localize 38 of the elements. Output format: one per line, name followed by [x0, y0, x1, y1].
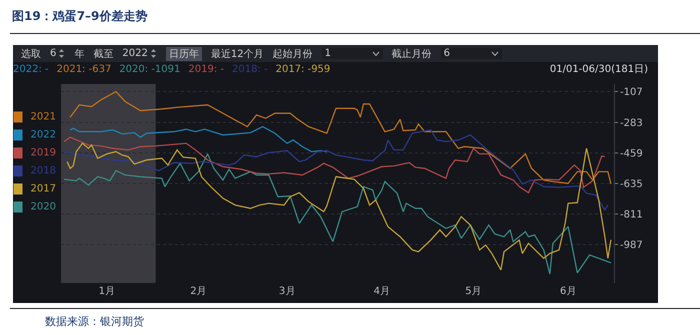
legend-label: 2021: [30, 112, 56, 122]
y-tick-label: -459: [620, 148, 643, 160]
source-note: 数据来源：银河期货: [45, 314, 144, 329]
x-tick-label: 6月: [560, 286, 576, 297]
x-tick-label: 3月: [278, 286, 296, 297]
y-tick-label: -283: [620, 118, 643, 129]
legend-label: 2020: [30, 202, 56, 212]
text: 6: [50, 48, 56, 59]
legend-label: 2018: [30, 166, 56, 176]
x-tick-label: 4月: [374, 286, 390, 297]
x-tick-label: 1月: [98, 286, 116, 297]
legend-label: 2019: [30, 148, 56, 158]
text: 截止月份: [392, 48, 432, 60]
y-tick-label: -987: [620, 240, 643, 252]
text: 2019: -: [188, 64, 224, 75]
text: 1: [324, 48, 332, 59]
x-tick-label: 5月: [465, 286, 482, 297]
text: 2022: [122, 48, 148, 59]
text: 日历年: [168, 46, 199, 60]
text: 起始月份: [272, 48, 313, 60]
text: 01/01-06/30(181日): [550, 63, 648, 77]
legend-label: 2017: [30, 184, 56, 194]
text: 2022: -: [13, 64, 49, 75]
y-tick-label: -811: [620, 210, 643, 221]
text: 选取: [21, 48, 41, 60]
text: 截至: [93, 48, 114, 60]
text: 最近12个月: [210, 48, 264, 60]
text: 2020: -1091: [119, 64, 180, 75]
chart-title: 图19：鸡蛋7–9价差走势: [12, 8, 148, 25]
text: 2018: -: [232, 64, 268, 75]
text: 2021: -637: [56, 64, 112, 75]
legend-label: 2022: [30, 130, 56, 140]
x-tick-label: 2月: [190, 286, 207, 297]
y-tick-label: -635: [620, 179, 643, 190]
text: 年: [74, 48, 84, 60]
y-tick-label: -107: [620, 87, 643, 98]
text: 2017: -959: [276, 64, 330, 75]
text: 6: [444, 48, 451, 59]
